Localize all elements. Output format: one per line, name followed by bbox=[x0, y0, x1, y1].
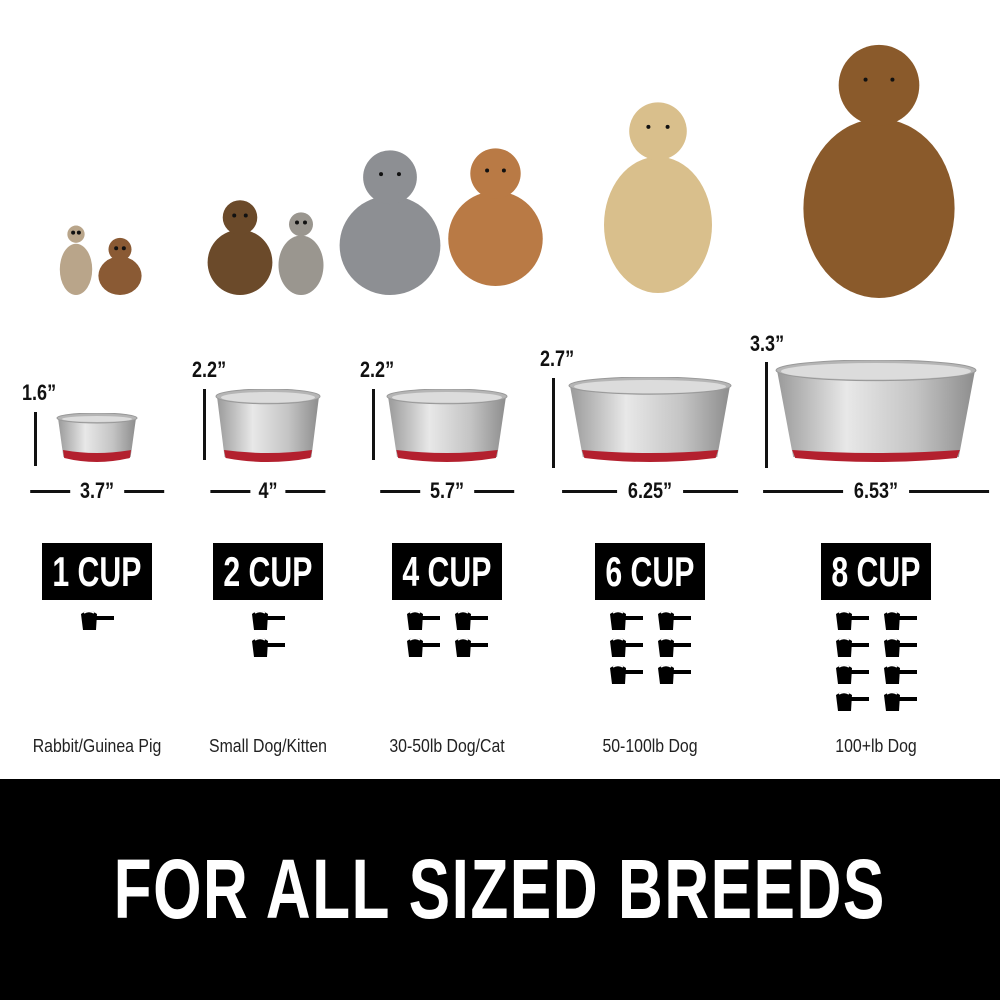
capacity-label: 2 CUP bbox=[223, 547, 313, 595]
width-line bbox=[908, 489, 989, 493]
width-dimension: 5.7” bbox=[380, 478, 514, 504]
bowl-image bbox=[568, 377, 732, 462]
gray-cat-image bbox=[339, 150, 441, 295]
breed-caption: 30-50lb Dog/Cat bbox=[389, 736, 505, 756]
width-line bbox=[285, 489, 326, 493]
height-line bbox=[203, 389, 206, 460]
scoop-group bbox=[79, 608, 115, 632]
height-line bbox=[34, 412, 37, 466]
measuring-cup-icon bbox=[407, 637, 440, 657]
measuring-cup-icon bbox=[455, 637, 488, 657]
bowl-image bbox=[215, 389, 321, 462]
yorkshire-terrier-image bbox=[207, 200, 273, 295]
height-label: 2.2” bbox=[192, 357, 227, 382]
capacity-badge: 2 CUP bbox=[213, 543, 323, 600]
width-line bbox=[380, 489, 421, 493]
measuring-cup-icon bbox=[658, 610, 691, 630]
bowl-image bbox=[56, 413, 138, 462]
scoop-group bbox=[250, 608, 286, 659]
measuring-cup-icon bbox=[81, 610, 114, 630]
rabbit-image bbox=[59, 225, 93, 295]
width-line bbox=[30, 489, 71, 493]
width-line bbox=[682, 489, 738, 493]
capacity-badge: 8 CUP bbox=[821, 543, 931, 600]
height-label: 1.6” bbox=[22, 380, 57, 405]
measuring-cup-icon bbox=[836, 637, 869, 657]
capacity-label: 1 CUP bbox=[52, 547, 142, 595]
measuring-cup-icon bbox=[836, 664, 869, 684]
width-label: 4” bbox=[258, 478, 278, 503]
measuring-cup-icon bbox=[884, 691, 917, 711]
measuring-cup-icon bbox=[884, 637, 917, 657]
capacity-badge: 1 CUP bbox=[42, 543, 152, 600]
capacity-badge: 4 CUP bbox=[392, 543, 502, 600]
width-line bbox=[473, 489, 514, 493]
capacity-badge: 6 CUP bbox=[595, 543, 705, 600]
breed-caption: Rabbit/Guinea Pig bbox=[32, 736, 162, 756]
havanese-dog-image bbox=[448, 148, 543, 286]
width-line bbox=[562, 489, 618, 493]
width-label: 6.25” bbox=[627, 478, 673, 503]
capacity-label: 4 CUP bbox=[402, 547, 492, 595]
measuring-cup-icon bbox=[658, 664, 691, 684]
breed-caption: 50-100lb Dog bbox=[602, 736, 698, 756]
width-dimension: 3.7” bbox=[30, 478, 164, 504]
measuring-cup-icon bbox=[252, 610, 285, 630]
kitten-image bbox=[278, 212, 324, 295]
scoop-group bbox=[834, 608, 918, 713]
height-label: 2.2” bbox=[360, 357, 395, 382]
width-line bbox=[210, 489, 251, 493]
scoop-group bbox=[608, 608, 692, 686]
measuring-cup-icon bbox=[610, 610, 643, 630]
height-line bbox=[372, 389, 375, 460]
height-line bbox=[552, 378, 555, 468]
measuring-cup-icon bbox=[610, 664, 643, 684]
capacity-label: 6 CUP bbox=[605, 547, 695, 595]
width-dimension: 6.53” bbox=[763, 478, 989, 504]
measuring-cup-icon bbox=[610, 637, 643, 657]
bottom-banner: FOR ALL SIZED BREEDS bbox=[0, 779, 1000, 1000]
measuring-cup-icon bbox=[252, 637, 285, 657]
measuring-cup-icon bbox=[407, 610, 440, 630]
width-dimension: 4” bbox=[210, 478, 326, 504]
capacity-label: 8 CUP bbox=[831, 547, 921, 595]
german-shepherd-image bbox=[803, 44, 955, 298]
measuring-cup-icon bbox=[884, 610, 917, 630]
measuring-cup-icon bbox=[884, 664, 917, 684]
width-label: 3.7” bbox=[79, 478, 115, 503]
measuring-cup-icon bbox=[836, 610, 869, 630]
bowl-image bbox=[386, 389, 508, 462]
breed-caption: 100+lb Dog bbox=[835, 736, 917, 756]
measuring-cup-icon bbox=[836, 691, 869, 711]
banner-text: FOR ALL SIZED BREEDS bbox=[113, 842, 887, 936]
width-label: 5.7” bbox=[429, 478, 465, 503]
height-label: 3.3” bbox=[750, 331, 785, 356]
measuring-cup-icon bbox=[455, 610, 488, 630]
breed-caption: Small Dog/Kitten bbox=[209, 736, 327, 756]
height-label: 2.7” bbox=[540, 346, 575, 371]
width-label: 6.53” bbox=[853, 478, 899, 503]
width-line bbox=[123, 489, 164, 493]
height-line bbox=[765, 362, 768, 468]
bowl-image bbox=[775, 360, 977, 462]
golden-retriever-image bbox=[604, 102, 712, 293]
width-line bbox=[763, 489, 844, 493]
guinea-pig-image bbox=[98, 237, 142, 295]
width-dimension: 6.25” bbox=[562, 478, 738, 504]
scoop-group bbox=[405, 608, 489, 659]
measuring-cup-icon bbox=[658, 637, 691, 657]
